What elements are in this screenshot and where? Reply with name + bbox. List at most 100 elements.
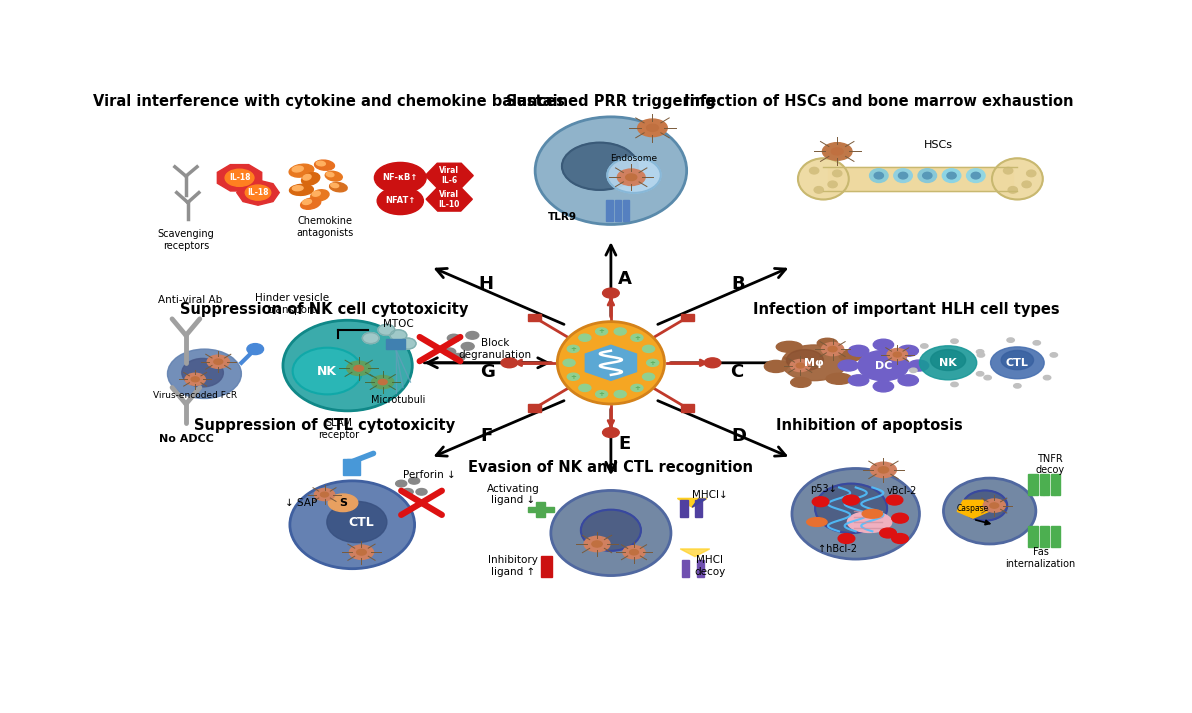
Circle shape: [501, 358, 517, 368]
Ellipse shape: [887, 349, 907, 361]
Circle shape: [909, 368, 917, 372]
Ellipse shape: [776, 342, 802, 352]
Circle shape: [892, 513, 908, 523]
Ellipse shape: [399, 338, 416, 349]
Text: ↑hBcl-2: ↑hBcl-2: [818, 545, 857, 555]
Circle shape: [879, 467, 888, 473]
Circle shape: [838, 533, 855, 543]
Text: Block
degranulation: Block degranulation: [459, 338, 532, 360]
Bar: [1039, 473, 1049, 495]
Ellipse shape: [918, 169, 937, 183]
Bar: [623, 200, 629, 221]
Text: CTL: CTL: [1006, 358, 1029, 368]
Ellipse shape: [898, 375, 918, 386]
Text: Inhibitory
ligand ↑: Inhibitory ligand ↑: [488, 555, 538, 577]
Ellipse shape: [207, 355, 229, 369]
Ellipse shape: [874, 173, 883, 179]
Circle shape: [977, 353, 985, 357]
Ellipse shape: [764, 360, 788, 372]
Circle shape: [378, 379, 387, 384]
Ellipse shape: [869, 169, 888, 183]
Text: NK: NK: [317, 364, 337, 378]
Ellipse shape: [315, 160, 335, 170]
Ellipse shape: [623, 545, 645, 559]
Circle shape: [976, 349, 983, 354]
Text: A: A: [617, 270, 632, 288]
Circle shape: [1033, 341, 1041, 345]
Ellipse shape: [790, 359, 811, 371]
Ellipse shape: [791, 468, 919, 559]
Bar: [528, 404, 541, 412]
Ellipse shape: [992, 158, 1043, 200]
Ellipse shape: [303, 175, 311, 180]
Ellipse shape: [815, 483, 887, 533]
Ellipse shape: [797, 158, 849, 200]
Text: No ADCC: No ADCC: [159, 434, 213, 444]
Text: Virus-encoded FcR: Virus-encoded FcR: [153, 391, 237, 401]
Ellipse shape: [565, 328, 657, 398]
Circle shape: [629, 550, 639, 555]
Circle shape: [246, 185, 271, 200]
Ellipse shape: [325, 171, 342, 181]
Circle shape: [447, 334, 460, 342]
Text: MTOC: MTOC: [383, 319, 414, 329]
Circle shape: [213, 359, 223, 364]
Circle shape: [893, 352, 901, 357]
Ellipse shape: [290, 185, 313, 195]
Text: DC: DC: [875, 361, 892, 371]
Text: p53↓: p53↓: [811, 484, 837, 494]
Circle shape: [812, 497, 828, 507]
Ellipse shape: [185, 373, 205, 385]
Ellipse shape: [561, 143, 638, 190]
Circle shape: [191, 377, 199, 381]
Circle shape: [321, 492, 329, 497]
Text: Anti-viral Ab: Anti-viral Ab: [159, 295, 223, 305]
Circle shape: [452, 354, 465, 361]
Bar: [1039, 526, 1049, 547]
Ellipse shape: [551, 491, 671, 575]
Circle shape: [1007, 338, 1014, 342]
Text: D: D: [731, 427, 746, 445]
Circle shape: [642, 373, 654, 380]
Polygon shape: [585, 345, 637, 380]
Ellipse shape: [1008, 187, 1017, 193]
Ellipse shape: [584, 536, 610, 552]
Circle shape: [396, 481, 406, 487]
Ellipse shape: [963, 491, 1007, 520]
Ellipse shape: [826, 374, 852, 384]
Polygon shape: [681, 549, 709, 557]
Bar: [1029, 526, 1038, 547]
Bar: [1050, 473, 1060, 495]
Bar: [607, 200, 613, 221]
Ellipse shape: [182, 359, 223, 387]
Ellipse shape: [362, 332, 379, 344]
Ellipse shape: [931, 349, 966, 371]
Text: Viral
IL-10: Viral IL-10: [439, 190, 460, 209]
Text: Suppression of CTL cytotoxicity: Suppression of CTL cytotoxicity: [194, 418, 455, 433]
Text: IL-18: IL-18: [247, 188, 268, 197]
Ellipse shape: [330, 183, 339, 188]
Circle shape: [579, 334, 591, 342]
Circle shape: [704, 358, 721, 368]
Circle shape: [626, 174, 637, 180]
Circle shape: [466, 332, 479, 339]
Circle shape: [354, 366, 364, 371]
Text: Evasion of NK and CTL recognition: Evasion of NK and CTL recognition: [468, 460, 753, 475]
Text: MHCl↓: MHCl↓: [691, 490, 727, 500]
Circle shape: [1043, 376, 1051, 380]
Circle shape: [567, 345, 579, 352]
Bar: [386, 339, 405, 349]
Ellipse shape: [991, 347, 1044, 379]
Bar: [541, 556, 552, 577]
Ellipse shape: [290, 164, 313, 177]
Circle shape: [402, 488, 414, 495]
Ellipse shape: [946, 173, 956, 179]
Ellipse shape: [923, 173, 932, 179]
Circle shape: [592, 541, 602, 547]
Ellipse shape: [1026, 170, 1036, 177]
Ellipse shape: [607, 157, 660, 193]
Ellipse shape: [311, 190, 329, 201]
Polygon shape: [693, 499, 706, 507]
Ellipse shape: [1001, 351, 1033, 369]
Ellipse shape: [535, 117, 687, 225]
